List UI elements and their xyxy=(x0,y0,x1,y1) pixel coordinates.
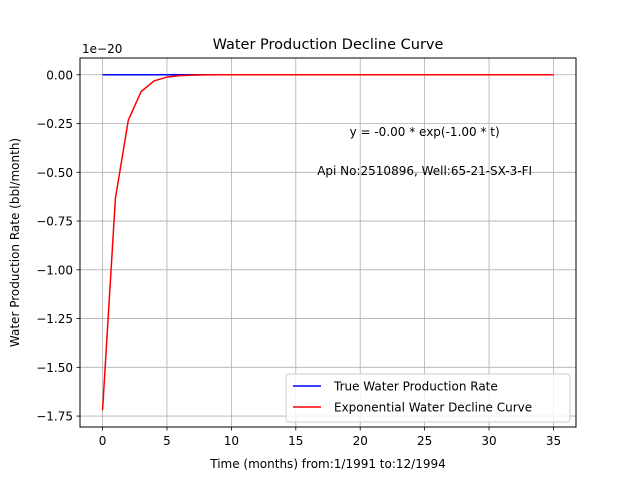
annotation-text: y = -0.00 * exp(-1.00 * t) xyxy=(350,125,500,139)
x-tick-label: 15 xyxy=(288,434,303,448)
y-tick-label: −0.75 xyxy=(36,215,73,229)
x-tick-label: 30 xyxy=(481,434,496,448)
x-tick-label: 25 xyxy=(417,434,432,448)
x-axis-ticks: 0 5 10 15 20 25 30 35 xyxy=(99,427,561,448)
legend-label-true-rate: True Water Production Rate xyxy=(333,380,498,394)
y-tick-label: −1.00 xyxy=(36,263,73,277)
x-axis-label: Time (months) from:1/1991 to:12/1994 xyxy=(209,457,446,471)
y-axis-offset-text: 1e−20 xyxy=(82,42,122,56)
y-tick-label: −1.25 xyxy=(36,312,73,326)
legend: True Water Production Rate Exponential W… xyxy=(285,373,571,423)
chart-title: Water Production Decline Curve xyxy=(213,37,444,53)
plot-frame xyxy=(79,57,577,428)
y-tick-label: −1.75 xyxy=(36,410,73,424)
y-tick-label: −0.25 xyxy=(36,117,73,131)
series-exponential-curve-line xyxy=(101,74,554,411)
x-tick-label: 20 xyxy=(353,434,368,448)
y-tick-label: −1.50 xyxy=(36,361,73,375)
y-tick-label: 0.00 xyxy=(46,68,73,82)
plot-series xyxy=(101,74,554,411)
annotations: y = -0.00 * exp(-1.00 * t) Api No:2510896… xyxy=(317,125,532,178)
y-axis-label: Water Production Rate (bbl/month) xyxy=(8,138,22,347)
annotation-text: Api No:2510896, Well:65-21-SX-3-FI xyxy=(317,164,532,178)
x-tick-label: 10 xyxy=(224,434,239,448)
x-tick-label: 35 xyxy=(546,434,561,448)
y-tick-label: −0.50 xyxy=(36,166,73,180)
legend-label-exponential-curve: Exponential Water Decline Curve xyxy=(334,401,532,415)
x-tick-label: 5 xyxy=(163,434,171,448)
x-tick-label: 0 xyxy=(99,434,107,448)
y-axis-ticks: 0.00 −0.25 −0.50 −0.75 −1.00 −1.25 −1.50 −1.75 xyxy=(36,68,80,424)
legend-box xyxy=(285,373,571,423)
